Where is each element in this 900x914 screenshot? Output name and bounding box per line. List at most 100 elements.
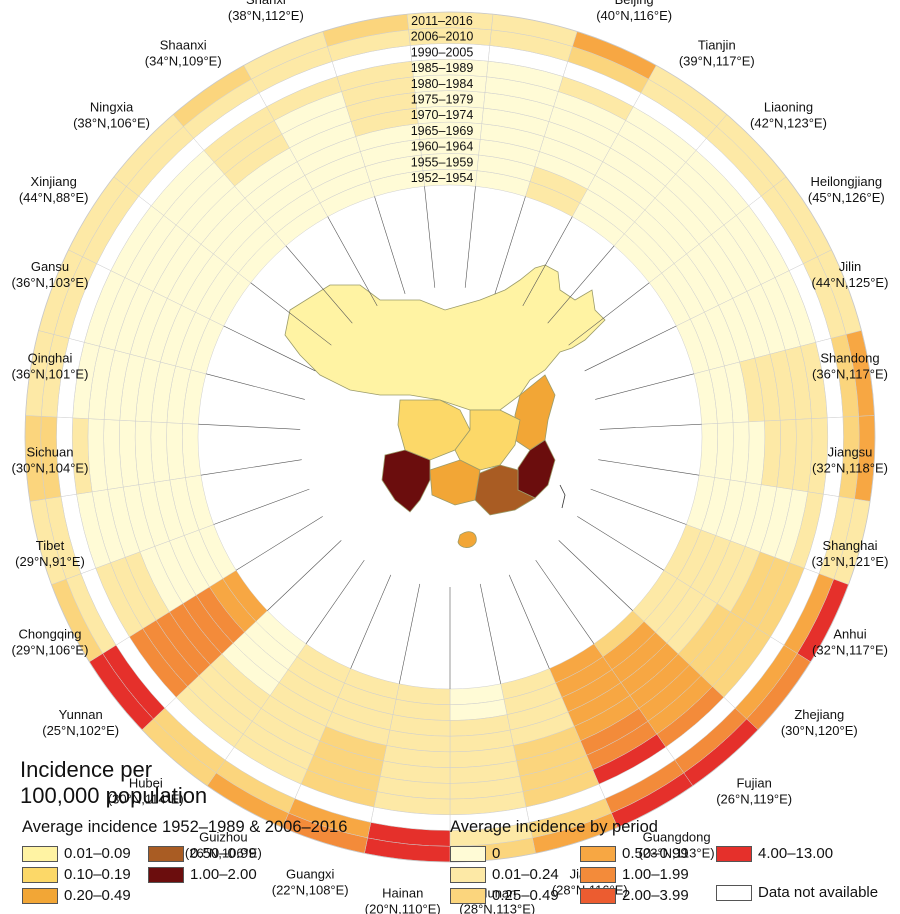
- legend-item: 1.00–2.00: [148, 866, 257, 883]
- period-label: 1970–1974: [411, 108, 474, 122]
- spoke-line: [205, 373, 305, 400]
- legend-item: Data not available: [716, 884, 878, 901]
- legend-label: 0.01–0.09: [64, 845, 131, 862]
- spoke-line: [508, 574, 550, 669]
- legend-item: 0.50–0.99: [148, 845, 257, 862]
- province-name: Anhui: [833, 627, 866, 642]
- spoke-line: [235, 516, 323, 571]
- legend-label: 0.10–0.19: [64, 866, 131, 883]
- legend-item: 0: [450, 845, 500, 862]
- spoke-line: [374, 196, 406, 294]
- province-coords: (25°N,102°E): [42, 723, 119, 738]
- legend-item: 0.10–0.19: [22, 866, 131, 883]
- spoke-line: [198, 423, 301, 430]
- outer-ring-border: [24, 11, 876, 863]
- period-label: 1975–1979: [411, 93, 474, 107]
- spoke-line: [599, 423, 702, 430]
- province-name: Hainan: [382, 886, 423, 901]
- spoke-line: [327, 216, 378, 306]
- legend-label: 1.00–1.99: [622, 866, 689, 883]
- legend-swatch: [450, 866, 486, 883]
- legend-swatch: [580, 866, 616, 883]
- map-taiwan-island: [559, 484, 566, 509]
- province-name: Sichuan: [27, 445, 74, 460]
- legend-label: 1.00–2.00: [190, 866, 257, 883]
- province-coords: (22°N,108°E): [272, 883, 349, 898]
- legend-swatch: [580, 845, 616, 862]
- province-name: Hunan: [478, 886, 516, 901]
- legend-label: 2.00–3.99: [622, 887, 689, 904]
- map-guangxi-region: [429, 459, 481, 506]
- province-coords: (38°N,106°E): [73, 115, 150, 130]
- spoke-line: [285, 245, 353, 324]
- spoke-line: [522, 216, 573, 306]
- map-guangdong-region: [474, 464, 536, 516]
- legend-swatch: [22, 845, 58, 862]
- legend-label: Data not available: [758, 884, 879, 901]
- province-name: Fujian: [736, 775, 771, 790]
- spoke-line: [568, 282, 650, 346]
- province-name: Liaoning: [764, 99, 813, 114]
- province-coords: (39°N,117°E): [679, 54, 755, 69]
- province-coords: (31°N,121°E): [812, 554, 889, 569]
- province-name: Zhejiang: [794, 707, 844, 722]
- province-coords: (36°N,117°E): [812, 366, 888, 381]
- province-name: Jiangsu: [828, 445, 873, 460]
- legend-map-title: Average incidence 1952–1989 & 2006–2016: [22, 818, 348, 836]
- province-name: Guizhou: [199, 829, 247, 844]
- legend-title-line1: Incidence per: [20, 757, 153, 782]
- heatmap-cell: [714, 422, 734, 481]
- province-coords: (34°N,109°E): [145, 54, 222, 69]
- spoke-line: [350, 574, 392, 669]
- period-label: 1990–2005: [411, 45, 474, 59]
- province-name: Gansu: [31, 259, 69, 274]
- spoke-line: [213, 488, 310, 525]
- china-map: [284, 264, 606, 549]
- province-labels: Inner Mongolia(40°N,111°E)Hebei(38°N,114…: [12, 0, 889, 914]
- legend-label: 0.50–0.99: [622, 845, 689, 862]
- legend-swatch: [148, 845, 184, 862]
- spoke-line: [464, 186, 476, 288]
- province-name: Shaanxi: [160, 38, 207, 53]
- spoke-line: [547, 245, 615, 324]
- map-north-region: [284, 264, 606, 411]
- legend-label: 0: [492, 845, 501, 862]
- province-coords: (36°N,103°E): [12, 275, 89, 290]
- map-fujian-region: [517, 439, 556, 499]
- period-label: 1952–1954: [411, 171, 474, 185]
- legend-item: 2.00–3.99: [580, 887, 689, 904]
- province-name: Ningxia: [90, 99, 134, 114]
- period-label: 1955–1959: [411, 155, 474, 169]
- spoke-line: [479, 583, 502, 684]
- period-label: 2006–2010: [411, 30, 474, 44]
- province-coords: (45°N,126°E): [808, 190, 885, 205]
- period-label: 1960–1964: [411, 140, 474, 154]
- spoke-line: [598, 459, 700, 476]
- spoke-line: [558, 540, 633, 611]
- province-coords: (29°N,106°E): [12, 643, 89, 658]
- spoke-line: [267, 540, 342, 611]
- heatmap-cell: [182, 423, 202, 478]
- legend-swatch: [580, 887, 616, 904]
- legend-swatch: [22, 866, 58, 883]
- heatmap-cell: [166, 422, 186, 481]
- province-name: Shanxi: [246, 0, 286, 7]
- province-coords: (42°N,123°E): [750, 115, 827, 130]
- period-label: 2011–2016: [411, 14, 473, 28]
- legend-label: 0.01–0.24: [492, 866, 559, 883]
- period-label: 1980–1984: [411, 77, 474, 91]
- legend-swatch: [450, 845, 486, 862]
- spoke-line: [577, 516, 665, 571]
- legend-label: 0.25–0.49: [492, 887, 559, 904]
- spoke-line: [223, 325, 316, 372]
- province-coords: (38°N,112°E): [228, 8, 304, 23]
- spoke-line: [535, 559, 595, 645]
- heatmap-cell: [698, 423, 718, 478]
- province-name: Tibet: [36, 538, 65, 553]
- spoke-line: [595, 373, 695, 400]
- legend-item: 0.50–0.99: [580, 845, 689, 862]
- spoke-line: [398, 583, 421, 684]
- legend-item: 1.00–1.99: [580, 866, 689, 883]
